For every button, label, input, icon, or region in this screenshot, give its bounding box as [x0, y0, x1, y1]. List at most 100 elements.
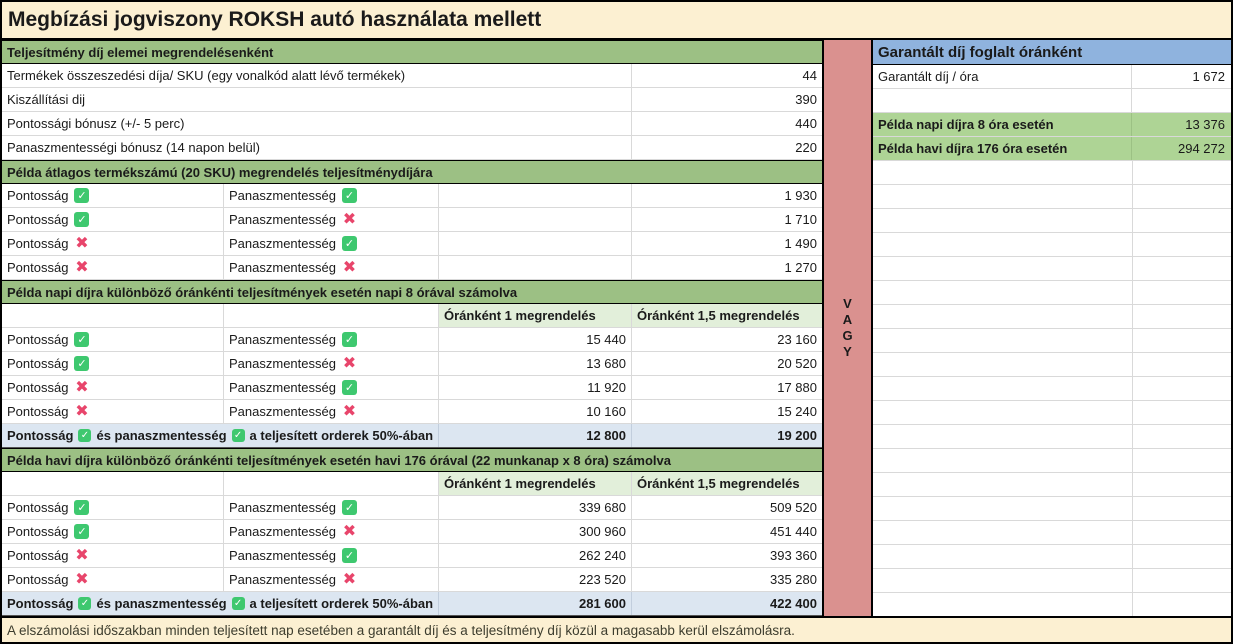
check-icon: ✓ [78, 429, 92, 442]
special-tail-label: a teljesített orderek 50%-ában [249, 428, 434, 443]
section-header-label: Teljesítmény díj elemei megrendelésenkén… [7, 44, 274, 60]
check-icon: ✓ [231, 597, 245, 610]
empty-cell [224, 304, 439, 327]
monthly-special-value-1: 281 600 [439, 592, 632, 615]
special-row-label: Pontosság ✓ és panaszmentesség ✓ a teljesíte… [2, 592, 439, 615]
table-row: Pontosság ✓ Panaszmentesség ✓ 1 930 [2, 184, 822, 208]
panaszmentesseg-cell: Panaszmentesség ✓ [224, 544, 439, 567]
column-header-1-5-order: Óránként 1,5 megrendelés [632, 304, 822, 327]
check-icon: ✓ [74, 356, 90, 371]
pontossag-label: Pontosság [7, 260, 69, 275]
pontossag-cell: Pontosság ✓ [2, 352, 224, 375]
table-row: Pontosság ✖ Panaszmentesség ✓ 1 490 [2, 232, 822, 256]
panaszmentesseg-label: Panaszmentesség [229, 188, 336, 203]
panaszmentesseg-label: Panaszmentesség [229, 500, 336, 515]
empty-cell [2, 304, 224, 327]
check-icon: ✓ [78, 597, 92, 610]
pontossag-label: Pontosság [7, 596, 74, 611]
daily-value-1-5: 17 880 [777, 380, 817, 395]
empty-cell [439, 232, 632, 255]
panaszmentesseg-label: Panaszmentesség [229, 524, 336, 539]
panaszmentesseg-label: Panaszmentesség [229, 548, 336, 563]
pontossag-cell: Pontosság ✓ [2, 328, 224, 351]
monthly-value-1-5: 393 360 [770, 548, 817, 563]
daily-special-value-1-5: 19 200 [632, 424, 822, 447]
guaranteed-rate-label: Garantált díj / óra [873, 65, 1132, 88]
daily-special-value-1: 12 800 [439, 424, 632, 447]
settlement-note: A elszámolási időszakban minden teljesít… [2, 616, 1231, 642]
pontossag-label: Pontosság [7, 356, 69, 371]
fee-label: Kiszállítási dij [2, 88, 632, 111]
guaranteed-daily-row: Példa napi díjra 8 óra esetén 13 376 [873, 113, 1231, 137]
pontossag-cell: Pontosság ✓ [2, 520, 224, 543]
monthly-value-1-5: 509 520 [770, 500, 817, 515]
table-row: Pontossági bónusz (+/- 5 perc) 440 [2, 112, 822, 136]
panaszmentesseg-label: Panaszmentesség [229, 404, 336, 419]
panaszmentesseg-cell: Panaszmentesség ✓ [224, 232, 439, 255]
table-row: Pontosság ✓ Panaszmentesség ✓ 15 440 23 16… [2, 328, 822, 352]
vagy-label: V A G Y [842, 296, 853, 359]
guaranteed-fee-header: Garantált díj foglalt óránként [873, 40, 1231, 65]
order-fee-value: 1 930 [784, 188, 817, 203]
daily-value-1-5: 20 520 [777, 356, 817, 371]
pontossag-label: Pontosság [7, 332, 69, 347]
guaranteed-daily-label: Példa napi díjra 8 óra esetén [873, 113, 1132, 136]
guaranteed-monthly-row: Példa havi díjra 176 óra esetén 294 272 [873, 137, 1231, 161]
column-header-1-order: Óránként 1 megrendelés [439, 304, 632, 327]
cross-icon: ✖ [75, 402, 89, 420]
pontossag-cell: Pontosság ✖ [2, 400, 224, 423]
empty-cell [224, 472, 439, 495]
pontossag-label: Pontosság [7, 236, 69, 251]
cross-icon: ✖ [342, 570, 357, 588]
check-icon: ✓ [341, 500, 357, 515]
cross-icon: ✖ [75, 546, 89, 564]
check-icon: ✓ [74, 524, 90, 539]
column-header-row: Óránként 1 megrendelés Óránként 1,5 megr… [2, 304, 822, 328]
fee-value: 390 [795, 92, 817, 107]
table-row: Kiszállítási dij 390 [2, 88, 822, 112]
table-row: Pontosság ✓ Panaszmentesség ✖ 13 680 20 52… [2, 352, 822, 376]
page-title: Megbízási jogviszony ROKSH autó használa… [2, 2, 1231, 40]
cross-icon: ✖ [342, 402, 357, 420]
panaszmentesseg-label: Panaszmentesség [229, 380, 336, 395]
pontossag-cell: Pontosság ✓ [2, 496, 224, 519]
vagy-divider: V A G Y [824, 40, 873, 616]
panaszmentesseg-cell: Panaszmentesség ✖ [224, 400, 439, 423]
panaszmentesseg-cell: Panaszmentesség ✖ [224, 256, 439, 279]
check-icon: ✓ [341, 236, 357, 251]
panaszmentesseg-cell: Panaszmentesség ✓ [224, 184, 439, 207]
table-row: Pontosság ✖ Panaszmentesség ✖ 223 520 335 … [2, 568, 822, 592]
fee-label: Pontossági bónusz (+/- 5 perc) [2, 112, 632, 135]
cross-icon: ✖ [342, 522, 357, 540]
pontossag-cell: Pontosság ✖ [2, 256, 224, 279]
panaszmentesseg-cell: Panaszmentesség ✓ [224, 328, 439, 351]
guaranteed-daily-value: 13 376 [1185, 117, 1225, 132]
monthly-special-row: Pontosság ✓ és panaszmentesség ✓ a teljesíte… [2, 592, 822, 616]
panaszmentesseg-cell: Panaszmentesség ✖ [224, 520, 439, 543]
monthly-value-1: 339 680 [439, 496, 632, 519]
panaszmentesseg-cell: Panaszmentesség ✖ [224, 568, 439, 591]
panaszmentesseg-label: Panaszmentesség [229, 236, 336, 251]
pontossag-label: Pontosság [7, 524, 69, 539]
daily-value-1-5: 15 240 [777, 404, 817, 419]
cross-icon: ✖ [342, 354, 357, 372]
daily-value-1: 13 680 [439, 352, 632, 375]
cross-icon: ✖ [342, 210, 357, 228]
special-mid-label: és panaszmentesség [96, 428, 227, 443]
empty-cell [2, 472, 224, 495]
daily-value-1: 11 920 [439, 376, 632, 399]
pontossag-label: Pontosság [7, 572, 69, 587]
empty-cell [1132, 89, 1231, 112]
monthly-value-1-5: 335 280 [770, 572, 817, 587]
guaranteed-fee-table: Garantált díj foglalt óránként Garantált… [873, 40, 1231, 616]
section-header-monthly: Példa havi díjra különböző óránkénti tel… [2, 448, 822, 472]
table-row: Termékek összeszedési díja/ SKU (egy von… [2, 64, 822, 88]
section-header-order-example: Példa átlagos termékszámú (20 SKU) megre… [2, 160, 822, 184]
cross-icon: ✖ [75, 378, 89, 396]
fee-label: Termékek összeszedési díja/ SKU (egy von… [2, 64, 632, 87]
check-icon: ✓ [341, 188, 357, 203]
panaszmentesseg-cell: Panaszmentesség ✖ [224, 352, 439, 375]
empty-grid [873, 161, 1231, 616]
pontossag-cell: Pontosság ✖ [2, 376, 224, 399]
